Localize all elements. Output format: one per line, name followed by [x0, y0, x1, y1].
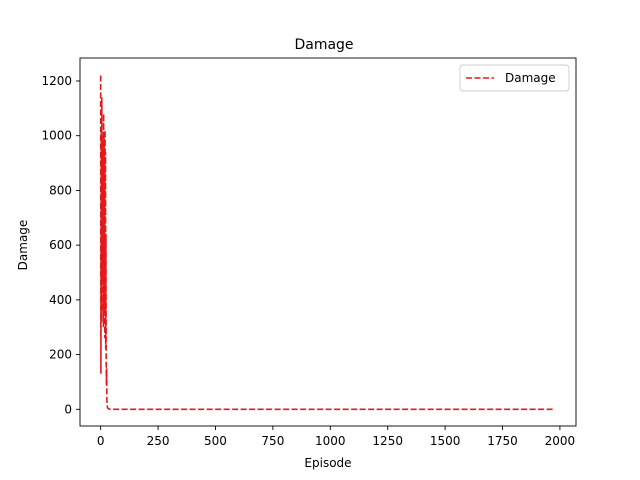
y-tick-label: 400: [49, 293, 72, 307]
x-tick-label: 1250: [372, 434, 403, 448]
y-tick-label: 800: [49, 183, 72, 197]
x-tick-label: 250: [147, 434, 170, 448]
y-axis: 0 200 400 600 800 1000 1200: [41, 74, 80, 416]
x-axis: 0 250 500 750 1000 1250 1500 1750 2000: [97, 426, 575, 448]
x-axis-label: Episode: [304, 456, 351, 470]
x-tick-label: 1500: [430, 434, 461, 448]
x-tick-label: 1000: [315, 434, 346, 448]
y-tick-label: 1200: [41, 74, 72, 88]
y-tick-label: 600: [49, 238, 72, 252]
y-tick-label: 200: [49, 348, 72, 362]
legend-label-damage: Damage: [505, 71, 556, 85]
series-line-damage: [99, 75, 555, 411]
y-tick-label: 0: [64, 402, 72, 416]
x-tick-label: 2000: [545, 434, 576, 448]
x-tick-label: 750: [261, 434, 284, 448]
y-axis-label: Damage: [16, 220, 30, 271]
legend: Damage: [459, 64, 570, 92]
x-tick-label: 0: [97, 434, 105, 448]
chart-title: Damage: [294, 37, 353, 53]
plot-area: [99, 75, 555, 411]
y-tick-label: 1000: [41, 129, 72, 143]
x-tick-label: 1750: [487, 434, 518, 448]
plot-frame: [79, 57, 577, 427]
legend-box: [459, 64, 570, 92]
x-tick-label: 500: [204, 434, 227, 448]
